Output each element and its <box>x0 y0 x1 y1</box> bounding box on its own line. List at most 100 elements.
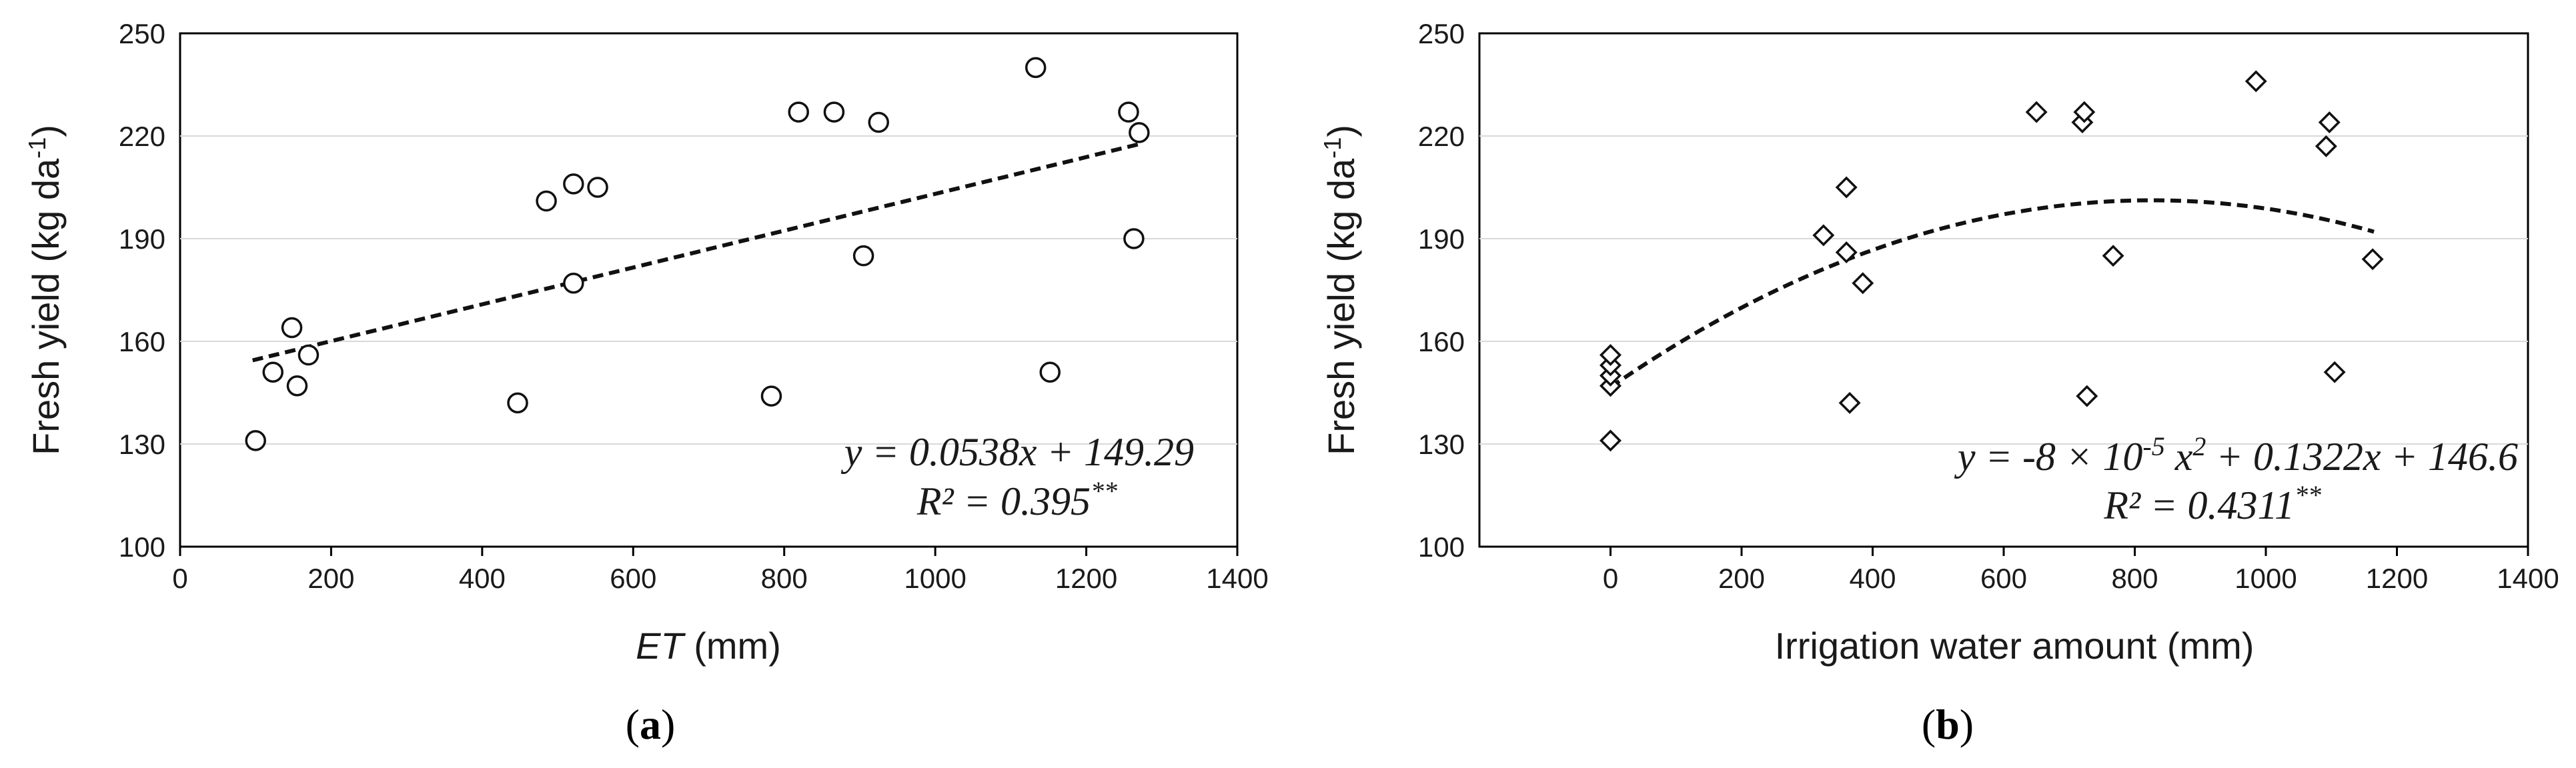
x-tick-label-a-600: 600 <box>610 563 656 594</box>
panel-letter-a: a <box>640 701 661 748</box>
x-tick-label-b-0: 0 <box>1603 563 1618 594</box>
trendline-path-a <box>251 142 1140 363</box>
point-a-4 <box>297 344 319 366</box>
point-a-3 <box>286 375 308 397</box>
point-a-6 <box>536 190 557 212</box>
equation-b-a: y = -8 × 10 <box>1954 435 2143 479</box>
point-a-16 <box>1039 361 1061 383</box>
equation-a-r2: R² = 0.395 <box>916 479 1091 523</box>
point-a-9 <box>587 177 608 198</box>
point-a-2 <box>281 317 303 339</box>
point-b-5 <box>1812 224 1835 247</box>
panel-a: 100 130 160 190 220 250 0 200 400 600 800 1000 1200 1… <box>23 18 1269 748</box>
x-tick-label-b-600: 600 <box>1980 563 2027 594</box>
point-a-5 <box>507 392 528 414</box>
y-tick-label-a-100: 100 <box>119 531 165 563</box>
y-tick-label-b-190: 190 <box>1418 223 1465 255</box>
y-tick-label-a-220: 220 <box>119 121 165 152</box>
points-b <box>1599 70 2384 452</box>
panel-label-a: (a) <box>626 701 676 748</box>
y-axis-title-text-b: Fresh yield (kg da <box>1320 158 1362 455</box>
point-a-7 <box>563 173 584 195</box>
equation-b-r2: R² = 0.4311 <box>2103 483 2295 527</box>
panel-b: 100 130 160 190 220 250 0 200 400 600 800 1000 1200 1… <box>1319 18 2559 748</box>
point-b-17 <box>2318 111 2341 133</box>
equation-a-line1: y = 0.0538x + 149.29 <box>840 430 1194 474</box>
y-tick-label-b-220: 220 <box>1418 121 1465 152</box>
y-axis-title-text-a: Fresh yield (kg da <box>25 158 67 455</box>
point-b-15 <box>2244 70 2267 93</box>
equation-b-line1: y = -8 × 10-5 x2 + 0.1322x + 146.6 <box>1954 431 2518 479</box>
panel-label-b: (b) <box>1922 701 1974 748</box>
equation-b-line2: R² = 0.4311** <box>2103 480 2321 527</box>
panel-letter-b: b <box>1936 701 1960 748</box>
y-tick-label-b-160: 160 <box>1418 326 1465 357</box>
x-tick-label-a-200: 200 <box>307 563 354 594</box>
ticks-b: 100 130 160 190 220 250 0 200 400 600 800 1000 1200 1… <box>1418 18 2559 594</box>
ticks-a: 100 130 160 190 220 250 0 200 400 600 800 1000 1200 1… <box>119 18 1269 594</box>
point-b-6 <box>1835 176 1858 199</box>
x-tick-label-b-400: 400 <box>1849 563 1896 594</box>
gridlines-a <box>180 135 1237 445</box>
y-tick-label-a-130: 130 <box>119 429 165 460</box>
x-axis-title-italic-a: ET <box>636 625 686 667</box>
y-tick-label-b-250: 250 <box>1418 18 1465 49</box>
plot-frame-a <box>179 32 1239 548</box>
point-b-9 <box>1852 272 1874 295</box>
equation-b-c: + 0.1322x + 146.6 <box>2206 435 2518 479</box>
trendline-path-b <box>1609 198 2375 389</box>
point-b-19 <box>2361 248 2384 271</box>
point-a-13 <box>852 245 874 267</box>
point-a-15 <box>1025 57 1047 79</box>
point-a-19 <box>1129 122 1150 143</box>
trendline-b <box>1609 198 2375 389</box>
x-tick-label-b-800: 800 <box>2111 563 2158 594</box>
point-a-12 <box>823 101 845 123</box>
y-tick-label-a-190: 190 <box>119 223 165 255</box>
y-axis-title-a: Fresh yield (kg da-1) <box>23 125 67 455</box>
x-tick-label-a-800: 800 <box>761 563 808 594</box>
x-axis-title-b: Irrigation water amount (mm) <box>1775 625 2255 667</box>
y-axis-title-end-a: ) <box>25 125 67 137</box>
x-tick-label-a-1400: 1400 <box>1206 563 1268 594</box>
point-b-12 <box>2073 101 2096 123</box>
equation-b-sig: ** <box>2295 480 2321 510</box>
point-b-16 <box>2315 135 2337 157</box>
point-b-18 <box>2323 361 2346 383</box>
x-axis-title-a: ET (mm) <box>636 625 781 667</box>
x-tick-label-b-1400: 1400 <box>2497 563 2559 594</box>
y-tick-label-a-250: 250 <box>119 18 165 49</box>
point-a-11 <box>788 101 809 123</box>
point-a-1 <box>262 361 284 383</box>
point-a-8 <box>563 272 584 294</box>
point-b-13 <box>2076 385 2098 407</box>
point-a-18 <box>1123 228 1145 249</box>
x-axis-title-rest-b: Irrigation water amount (mm) <box>1775 625 2255 667</box>
point-b-14 <box>2102 245 2124 267</box>
gridlines-b <box>1479 135 2528 445</box>
x-tick-label-b-1000: 1000 <box>2234 563 2297 594</box>
equation-a-sig: ** <box>1091 476 1117 506</box>
trendline-a <box>251 142 1140 363</box>
equation-b-x: x <box>2165 435 2193 479</box>
x-tick-label-a-400: 400 <box>459 563 506 594</box>
equation-b-exp: -5 <box>2142 431 2164 461</box>
y-axis-title-sup-b: -1 <box>1319 137 1346 159</box>
y-axis-title-end-b: ) <box>1320 125 1362 137</box>
x-tick-label-b-1200: 1200 <box>2366 563 2428 594</box>
equation-a-line2: R² = 0.395** <box>916 476 1117 523</box>
y-tick-label-b-130: 130 <box>1418 429 1465 460</box>
x-tick-label-a-1200: 1200 <box>1055 563 1117 594</box>
y-axis-title-sup-a: -1 <box>23 137 51 159</box>
y-tick-label-a-160: 160 <box>119 326 165 357</box>
point-b-10 <box>2025 101 2048 123</box>
point-b-0 <box>1599 429 1622 452</box>
point-a-14 <box>868 111 889 133</box>
point-a-17 <box>1118 101 1139 123</box>
point-b-7 <box>1835 241 1858 264</box>
x-tick-label-b-200: 200 <box>1718 563 1765 594</box>
point-b-4 <box>1599 344 1622 367</box>
x-tick-label-a-1000: 1000 <box>904 563 966 594</box>
x-tick-label-a-0: 0 <box>172 563 187 594</box>
